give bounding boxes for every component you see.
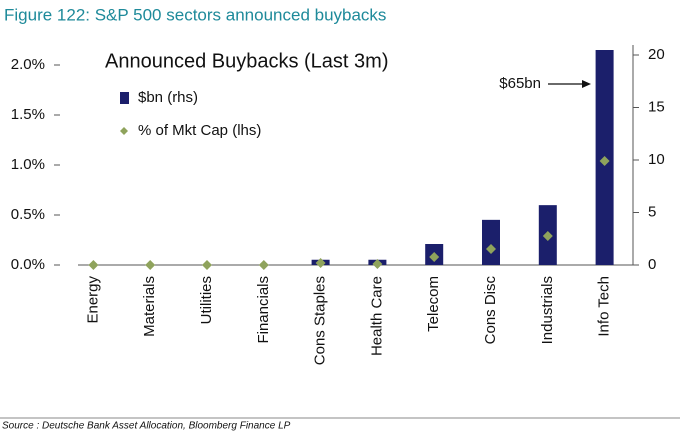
x-tick-label: Energy <box>84 276 101 324</box>
legend-label: $bn (rhs) <box>138 89 198 106</box>
chart-subtitle: Announced Buybacks (Last 3m) <box>105 50 389 72</box>
x-tick-label: Cons Staples <box>312 276 329 365</box>
marker <box>88 260 99 270</box>
legend-swatch <box>120 92 129 104</box>
x-tick-label: Telecom <box>425 276 442 332</box>
y2-tick-label: 0 <box>648 256 656 273</box>
marker <box>486 244 496 254</box>
marker <box>258 260 269 270</box>
marker <box>599 156 610 166</box>
bar <box>482 219 500 265</box>
marker <box>202 260 212 270</box>
marker <box>315 258 326 268</box>
annotation: $65bn <box>499 75 541 92</box>
source: Source : Deutsche Bank Asset Allocation,… <box>2 421 291 432</box>
y-tick-label: 2.0% <box>11 56 45 73</box>
y2-tick-label: 15 <box>648 98 665 115</box>
y-tick-label: 0.5% <box>11 206 45 223</box>
x-tick-label: Industrials <box>539 276 556 344</box>
y-tick-label: 1.0% <box>11 156 45 173</box>
legend-label: % of Mkt Cap (lhs) <box>138 122 261 139</box>
chart-title: Figure 122: S&P 500 sectors announced bu… <box>4 5 386 24</box>
marker <box>429 252 440 262</box>
annotation-arrowhead <box>582 80 591 88</box>
y-tick-label: 0.0% <box>11 256 45 273</box>
x-tick-label: Financials <box>255 276 272 344</box>
x-tick-label: Info Tech <box>596 276 613 337</box>
y2-tick-label: 10 <box>648 151 665 168</box>
y2-tick-label: 20 <box>648 46 665 63</box>
x-tick-label: Materials <box>141 276 158 337</box>
y2-tick-label: 5 <box>648 203 656 220</box>
plot-area <box>311 50 614 265</box>
marker <box>372 259 383 269</box>
marker <box>145 260 156 270</box>
x-tick-label: Cons Disc <box>482 276 499 345</box>
bar <box>595 50 614 265</box>
y-tick-label: 1.5% <box>11 106 45 123</box>
legend-swatch <box>120 127 128 135</box>
x-tick-label: Utilities <box>198 276 215 324</box>
x-tick-label: Health Care <box>368 276 385 356</box>
marker <box>542 231 553 241</box>
